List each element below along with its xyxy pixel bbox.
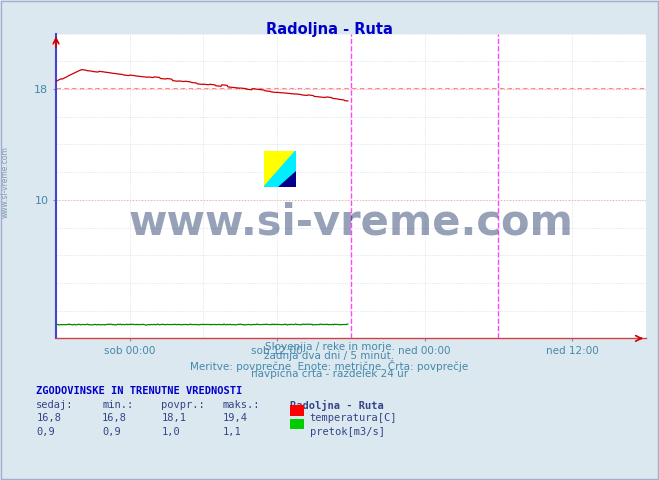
- Text: min.:: min.:: [102, 400, 133, 410]
- Text: povpr.:: povpr.:: [161, 400, 205, 410]
- Polygon shape: [278, 171, 296, 187]
- Text: 19,4: 19,4: [223, 413, 248, 423]
- Text: www.si-vreme.com: www.si-vreme.com: [1, 146, 10, 218]
- Text: www.si-vreme.com: www.si-vreme.com: [129, 202, 573, 243]
- Text: temperatura[C]: temperatura[C]: [310, 413, 397, 423]
- Text: 0,9: 0,9: [36, 427, 55, 437]
- Text: zadnja dva dni / 5 minut.: zadnja dva dni / 5 minut.: [264, 351, 395, 361]
- Text: 18,1: 18,1: [161, 413, 186, 423]
- Text: ZGODOVINSKE IN TRENUTNE VREDNOSTI: ZGODOVINSKE IN TRENUTNE VREDNOSTI: [36, 386, 243, 396]
- Text: 1,1: 1,1: [223, 427, 241, 437]
- Text: Meritve: povprečne  Enote: metrične  Črta: povprečje: Meritve: povprečne Enote: metrične Črta:…: [190, 360, 469, 372]
- Polygon shape: [264, 151, 296, 187]
- Text: Radoljna - Ruta: Radoljna - Ruta: [290, 400, 384, 411]
- Text: navpična črta - razdelek 24 ur: navpična črta - razdelek 24 ur: [251, 369, 408, 379]
- Text: sedaj:: sedaj:: [36, 400, 74, 410]
- Text: maks.:: maks.:: [223, 400, 260, 410]
- Text: Slovenija / reke in morje.: Slovenija / reke in morje.: [264, 342, 395, 352]
- Text: 1,0: 1,0: [161, 427, 180, 437]
- Text: 16,8: 16,8: [36, 413, 61, 423]
- Polygon shape: [264, 151, 296, 187]
- Text: pretok[m3/s]: pretok[m3/s]: [310, 427, 385, 437]
- Text: 0,9: 0,9: [102, 427, 121, 437]
- Text: 16,8: 16,8: [102, 413, 127, 423]
- Text: Radoljna - Ruta: Radoljna - Ruta: [266, 22, 393, 36]
